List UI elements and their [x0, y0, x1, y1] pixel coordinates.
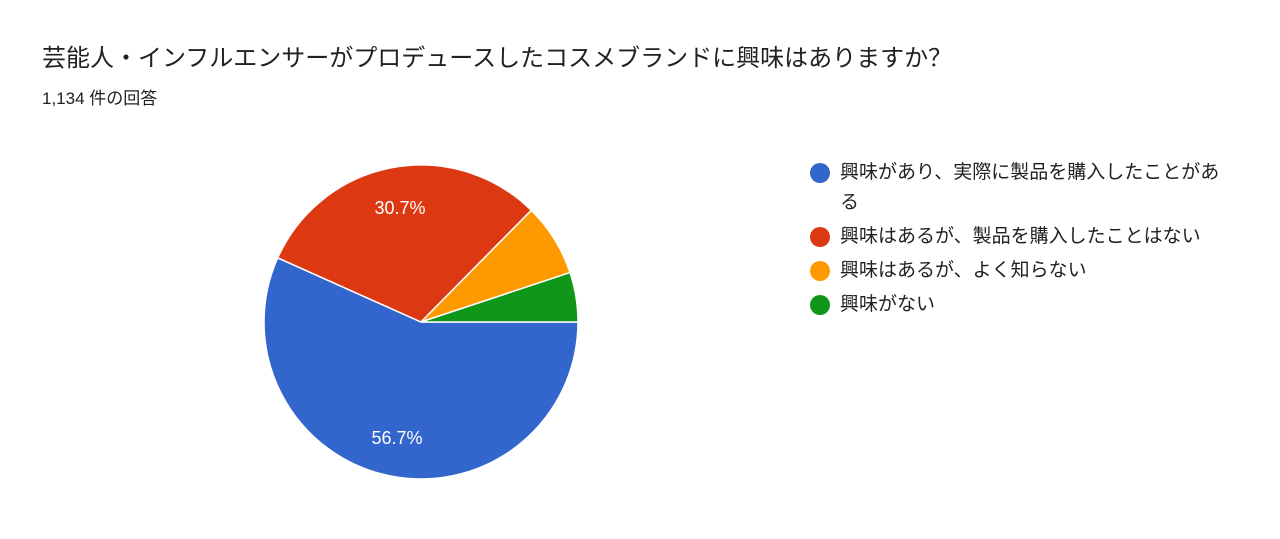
legend-dot-icon [810, 163, 830, 183]
legend-item-0[interactable]: 興味があり、実際に製品を購入したことがある [810, 158, 1230, 218]
response-count: 1,134 件の回答 [42, 89, 158, 108]
slice-label-0: 56.7% [371, 428, 422, 448]
pie-slice-3[interactable] [420, 271, 579, 323]
legend-label: 興味はあるが、よく知らない [840, 260, 1087, 281]
pie-slices [263, 164, 579, 480]
legend-item-3[interactable]: 興味がない [810, 290, 1230, 320]
chart-title: 芸能人・インフルエンサーがプロデュースしたコスメブランドに興味はありますか？ [42, 45, 953, 72]
legend-dot-icon [810, 261, 830, 281]
pie-slice-1[interactable] [276, 164, 533, 323]
pie-slice-0[interactable] [263, 256, 579, 480]
legend-item-2[interactable]: 興味はあるが、よく知らない [810, 256, 1230, 286]
legend-item-1[interactable]: 興味はあるが、製品を購入したことはない [810, 222, 1230, 252]
chart-legend: 興味があり、実際に製品を購入したことがある 興味はあるが、製品を購入したことはな… [810, 158, 1230, 324]
legend-label: 興味がない [840, 294, 936, 315]
legend-dot-icon [810, 295, 830, 315]
legend-label: 興味があり、実際に製品を購入したことがある [840, 162, 1220, 213]
slice-label-1: 30.7% [374, 198, 425, 218]
legend-dot-icon [810, 227, 830, 247]
legend-label: 興味はあるが、製品を購入したことはない [840, 226, 1201, 247]
